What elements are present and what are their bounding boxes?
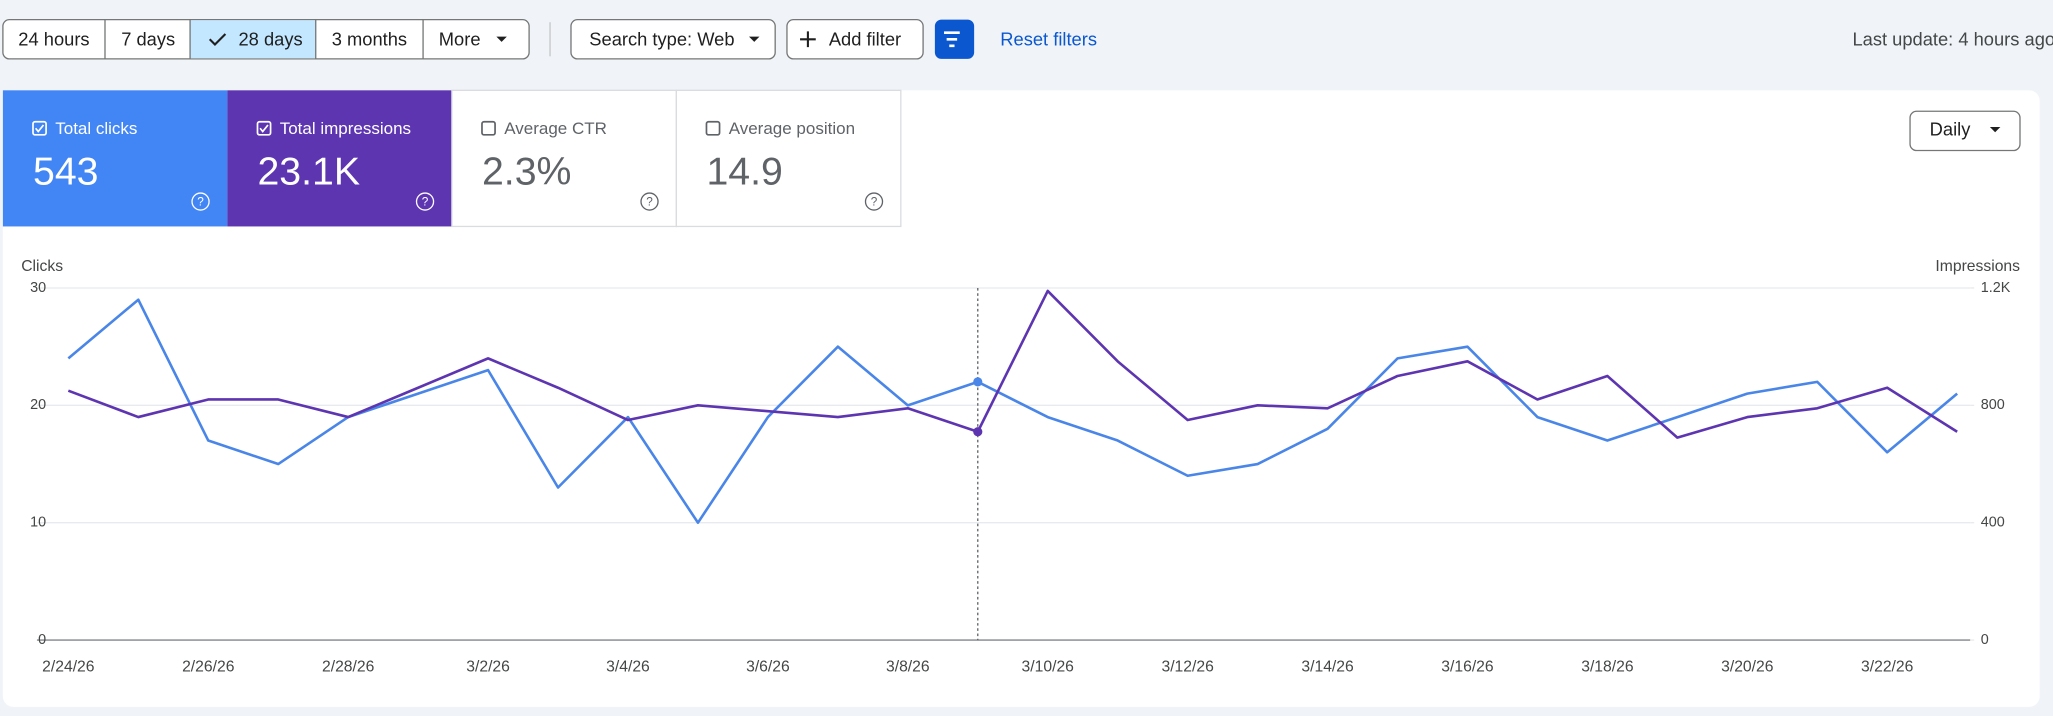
metric-card[interactable]	[2, 90, 228, 227]
y-tick-label: 0	[38, 632, 46, 648]
range-button[interactable]: 28 days	[239, 28, 303, 49]
help-icon	[415, 192, 435, 211]
help-mark: ?	[646, 195, 653, 208]
check	[259, 124, 269, 133]
help-mark: ?	[197, 195, 204, 208]
y2-tick-label: 400	[1981, 515, 2005, 531]
metric-label: Total impressions	[280, 119, 411, 138]
metric-card[interactable]	[675, 89, 902, 228]
metric-value: 2.3%	[482, 149, 571, 193]
y2-tick-label: 1.2K	[1981, 280, 2011, 296]
x-tick-label: 2/24/26	[42, 659, 95, 676]
x-tick-label: 2/28/26	[322, 659, 375, 676]
x-tick-label: 3/12/26	[1161, 659, 1214, 676]
help-icon	[191, 192, 210, 211]
y-tick-label: 20	[30, 397, 46, 413]
granularity-dropdown[interactable]	[1909, 110, 2021, 152]
x-tick-label: 3/20/26	[1721, 659, 1774, 676]
range-button[interactable]: More	[439, 28, 481, 49]
x-tick-label: 3/8/26	[886, 659, 930, 676]
range-button[interactable]: 7 days	[121, 28, 175, 49]
hover-dot	[973, 377, 983, 387]
x-tick-label: 3/4/26	[606, 659, 650, 676]
add-filter-button[interactable]	[786, 18, 924, 60]
metric-checkbox	[256, 120, 272, 136]
metric-label: Average position	[729, 119, 855, 138]
metric-card[interactable]	[227, 90, 452, 227]
y-tick-label: 10	[30, 515, 46, 531]
metric-card[interactable]	[451, 89, 678, 228]
x-tick-label: 3/22/26	[1861, 659, 1914, 676]
metric-value: 543	[33, 149, 99, 193]
chart-card	[2, 90, 2040, 707]
x-tick-label: 3/14/26	[1301, 659, 1354, 676]
granularity-label: Daily	[1930, 119, 1972, 140]
x-tick-label: 3/10/26	[1022, 659, 1075, 676]
y-axis-label: Clicks	[21, 258, 63, 275]
help-icon	[864, 192, 884, 211]
series-line	[67, 289, 1958, 439]
search-type-label: Search type: Web	[589, 28, 734, 49]
metric-label: Total clicks	[55, 119, 137, 138]
help-icon	[640, 192, 659, 211]
search-type-button[interactable]	[570, 18, 776, 60]
metric-label: Average CTR	[504, 119, 607, 138]
add-filter-label: Add filter	[829, 28, 901, 49]
x-tick-label: 3/16/26	[1441, 659, 1494, 676]
metric-value: 14.9	[706, 149, 782, 193]
series-line	[67, 298, 1959, 525]
range-group: 24 hours 7 days 28 days 3 months More	[2, 18, 530, 60]
metric-value: 23.1K	[257, 149, 360, 193]
y2-tick-label: 800	[1981, 397, 2005, 413]
x-tick-label: 2/26/26	[182, 659, 235, 676]
x-tick-label: 3/18/26	[1581, 659, 1634, 676]
y2-tick-label: 0	[1981, 632, 1989, 648]
x-tick-label: 3/2/26	[466, 659, 510, 676]
reset-filters-link[interactable]: Reset filters	[1000, 28, 1097, 49]
check	[34, 124, 45, 133]
x-tick-label: 3/6/26	[746, 659, 790, 676]
metric-checkbox	[705, 120, 721, 136]
help-mark: ?	[422, 195, 429, 208]
metric-checkbox	[481, 120, 496, 136]
metric-checkbox	[32, 120, 47, 136]
last-update: Last update: 4 hours ago	[1852, 28, 2053, 49]
help-mark: ?	[871, 195, 878, 208]
hover-dot	[973, 427, 983, 437]
range-button[interactable]: 24 hours	[18, 28, 89, 49]
y2-axis-label: Impressions	[1935, 258, 2020, 275]
range-button[interactable]: 3 months	[332, 28, 407, 49]
y-tick-label: 30	[30, 280, 46, 296]
